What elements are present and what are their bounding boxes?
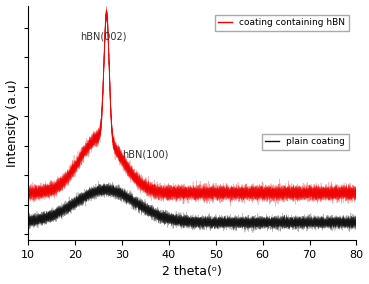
X-axis label: 2 theta(ᵒ): 2 theta(ᵒ) — [162, 266, 222, 278]
Y-axis label: Intensity (a.u): Intensity (a.u) — [6, 79, 18, 167]
Text: hBN(002): hBN(002) — [80, 32, 126, 41]
Legend: plain coating: plain coating — [262, 133, 349, 150]
Text: hBN(100): hBN(100) — [122, 150, 168, 160]
